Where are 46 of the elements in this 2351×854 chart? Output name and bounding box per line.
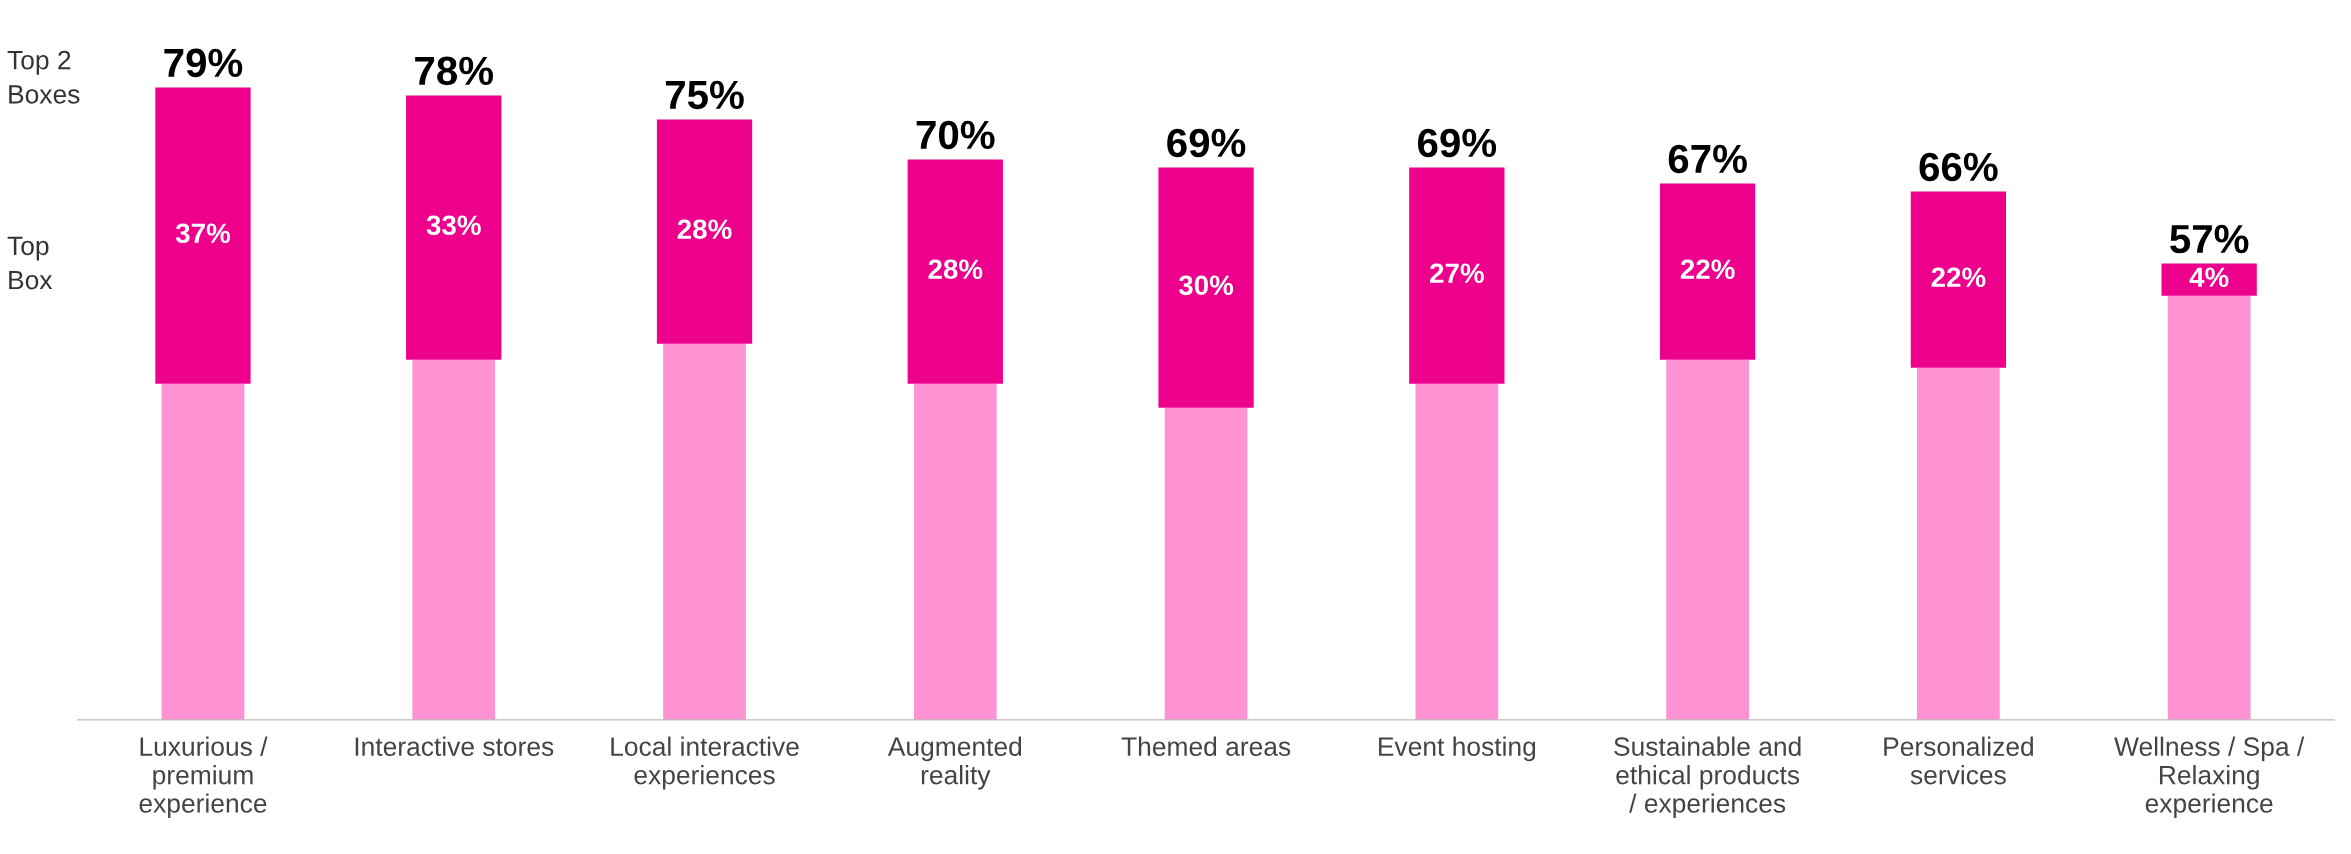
- total-label: 70%: [916, 120, 995, 150]
- bar: [406, 95, 502, 360]
- bar: [656, 119, 753, 344]
- bar: [412, 359, 496, 720]
- x-tick-label: Interactive stores: [355, 736, 554, 756]
- total-label: 79%: [164, 48, 243, 78]
- x-tick-label: Personalized services: [1884, 736, 2033, 785]
- bar: [1666, 359, 1749, 720]
- total-label: 57%: [2170, 224, 2249, 254]
- total-label: 67%: [1668, 144, 1747, 174]
- bar: [1659, 183, 1756, 360]
- data-label: 22%: [1680, 259, 1735, 280]
- x-tick-label: Wellness / Spa / Relaxing experience: [2114, 736, 2305, 819]
- text: Top Box: [7, 236, 53, 290]
- total-label: 75%: [665, 80, 744, 110]
- bar: [2167, 295, 2251, 720]
- total-label: 69%: [1167, 128, 1246, 158]
- total-label: 78%: [415, 56, 493, 86]
- data-label: 28%: [928, 259, 983, 280]
- x-tick-label: Local interactive experiences: [611, 736, 799, 790]
- bar: [1164, 407, 1248, 720]
- data-label: 33%: [426, 215, 481, 236]
- data-label: 4%: [2189, 267, 2229, 288]
- x-tick-label: Sustainable and ethical products / experiences: [1614, 736, 1801, 819]
- bar: [663, 343, 746, 720]
- data-label: 28%: [677, 219, 732, 240]
- data-label: 37%: [175, 223, 231, 244]
- bar: [155, 87, 251, 384]
- bar: [1910, 191, 2007, 368]
- x-tick-label: Luxurious / premium experience: [139, 736, 268, 819]
- total-label: 69%: [1418, 128, 1497, 158]
- bar: [1917, 367, 2000, 720]
- total-label: 66%: [1919, 152, 1998, 182]
- x-tick-label: Augmented reality: [887, 736, 1022, 790]
- bar: [1415, 383, 1499, 720]
- data-label: 30%: [1178, 275, 1234, 296]
- data-label: 27%: [1430, 263, 1484, 284]
- x-tick-label: Themed areas: [1121, 736, 1291, 756]
- annotation: Top 2 Boxes: [7, 50, 80, 104]
- x-tick-label: Event hosting: [1379, 736, 1536, 762]
- bar: [907, 159, 1003, 384]
- bar: [1409, 167, 1505, 384]
- bar: [913, 383, 997, 720]
- bar: [161, 383, 245, 720]
- data-label: 22%: [1931, 267, 1986, 288]
- bar: [1158, 167, 1254, 408]
